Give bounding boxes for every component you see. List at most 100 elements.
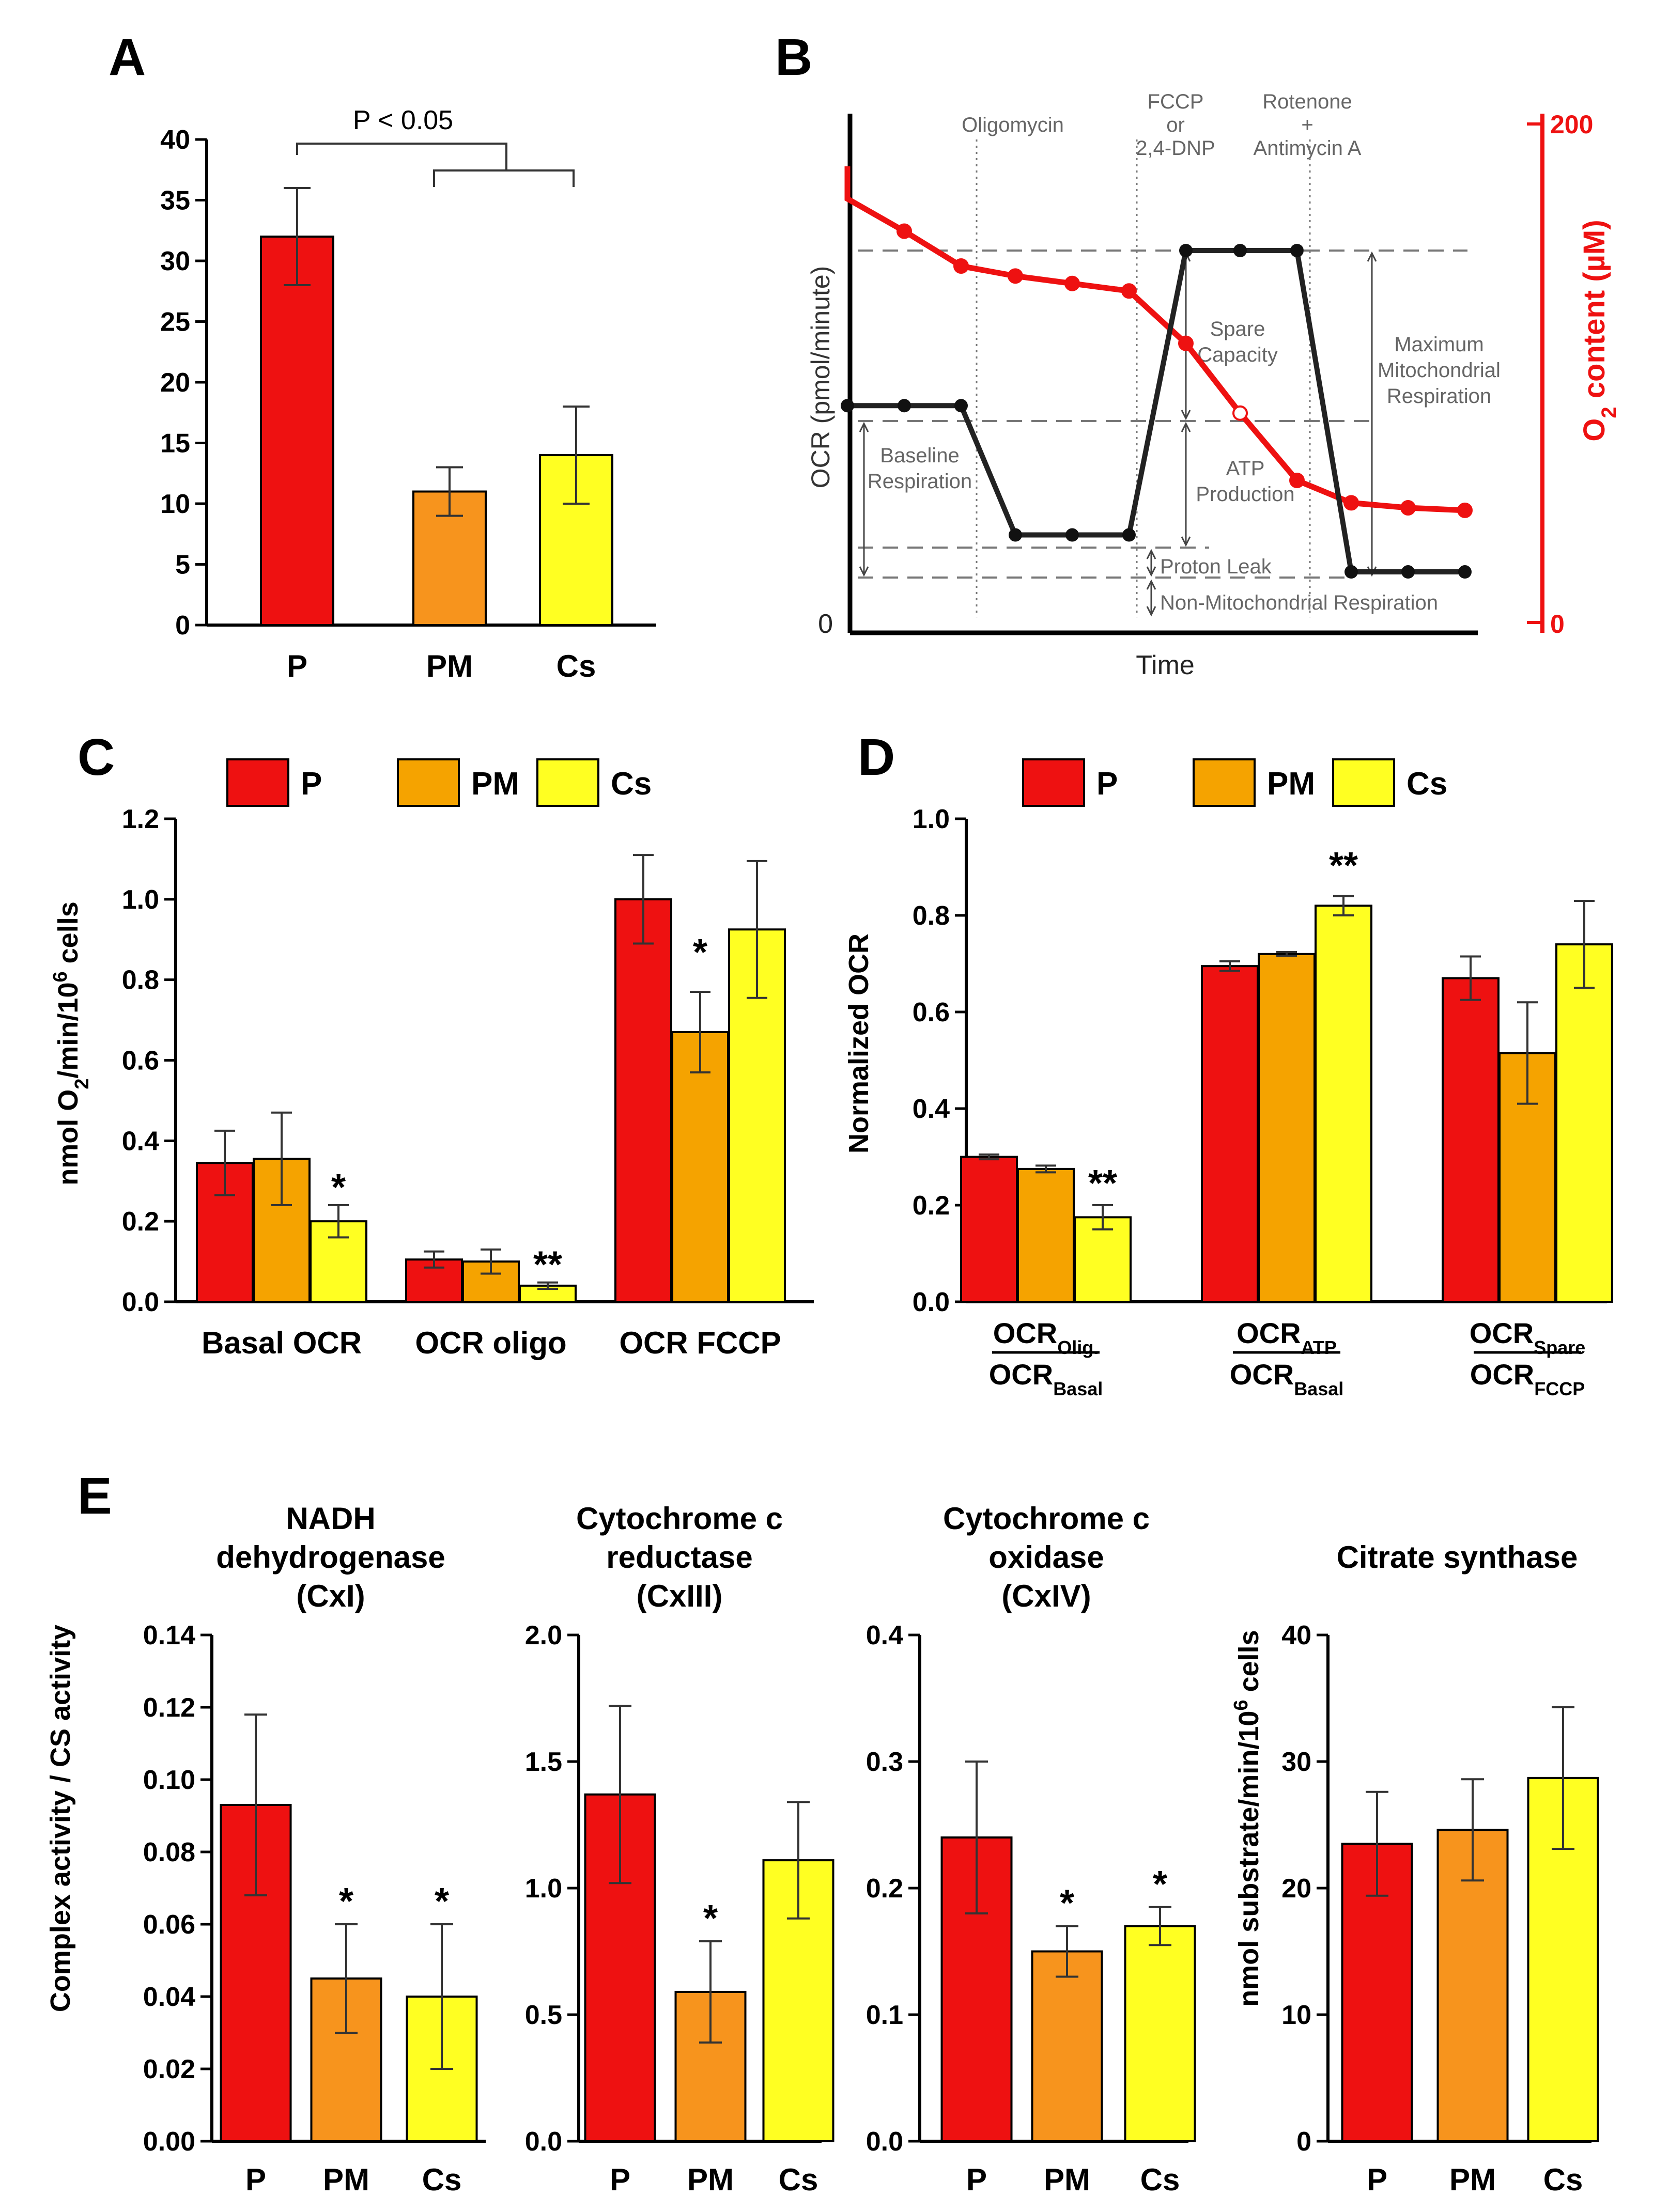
e3-title-1: Cytochrome c <box>943 1501 1150 1536</box>
c-legend-label-pm: PM <box>471 766 519 802</box>
injection-label-oligomycin: Oligomycin <box>962 114 1064 136</box>
c-ytick-label-6: 1.2 <box>122 804 159 834</box>
a-bar-p <box>260 236 334 626</box>
region-baseline-1: Baseline <box>880 444 959 467</box>
a-ytick-label-4: 20 <box>160 368 190 398</box>
e2-category-label-1: PM <box>687 2162 734 2197</box>
d-ytick-label-4: 0.8 <box>913 901 950 931</box>
region-spare-2: Capacity <box>1197 344 1278 366</box>
b-ocr-point-5 <box>1122 528 1136 542</box>
region-max-2: Mitochondrial <box>1378 359 1501 382</box>
region-atp-2: Production <box>1196 483 1294 506</box>
b-arrow-leak-head-bottom <box>1146 566 1156 577</box>
a-bracket-outer <box>296 143 507 155</box>
svg-text:OCRBasal: OCRBasal <box>989 1358 1103 1399</box>
ylabel-c-part-5: cells <box>53 901 84 971</box>
e4-ytick-label-4: 40 <box>1281 1621 1311 1650</box>
injection-label-rotenone-1: Rotenone <box>1262 90 1352 113</box>
b-arrow-atp-head-top <box>1181 422 1191 432</box>
d-cat-label-1: OCROlig. OCRBasal <box>989 1317 1103 1399</box>
svg-text:OCRATP: OCRATP <box>1237 1317 1337 1358</box>
a-ytick-label-1: 5 <box>175 550 190 580</box>
e4-title: Citrate synthase <box>1337 1540 1578 1575</box>
a-ytick-label-5: 25 <box>160 307 190 337</box>
e1-significance-1: * <box>339 1881 353 1922</box>
d-ytick-label-1: 0.2 <box>913 1191 950 1221</box>
a-ytick-label-3: 15 <box>160 429 190 459</box>
d-legend-label-pm: PM <box>1267 766 1315 802</box>
d-cat-label-2: OCRATP OCRBasal <box>1230 1317 1344 1399</box>
svg-text:OCROlig.: OCROlig. <box>993 1317 1099 1358</box>
c-category-label-2: OCR FCCP <box>619 1326 781 1360</box>
e1-ytick-label-7: 0.14 <box>143 1621 195 1650</box>
c-significance-2: * <box>693 932 707 973</box>
b-o2-point-3 <box>1008 268 1023 284</box>
e3-category-label-1: PM <box>1044 2162 1090 2197</box>
c-bar-p-2 <box>614 898 672 1303</box>
e2-title-2: reductase <box>606 1540 752 1575</box>
c-ytick-label-5: 1.0 <box>122 885 159 915</box>
b-arrow-max-head-top <box>1367 251 1377 262</box>
e4-category-label-1: PM <box>1449 2162 1496 2197</box>
e1-ytick-label-4: 0.08 <box>143 1837 195 1867</box>
e2-significance-1: * <box>703 1898 718 1939</box>
y-axis-label-e4: nmol substrate/min/106 cells <box>1230 1630 1264 2006</box>
x-axis-label-b: Time <box>1136 650 1195 680</box>
region-spare-1: Spare <box>1210 318 1265 340</box>
a-ytick-label-8: 40 <box>160 125 190 155</box>
e1-category-label-0: P <box>245 2162 266 2197</box>
svg-text:OCRBasal: OCRBasal <box>1230 1358 1344 1399</box>
panel-b-text: Oligomycin FCCP or 2,4-DNP Rotenone + An… <box>806 90 1620 680</box>
ylabel-c-part-3: /min/10 <box>53 983 84 1079</box>
b-ocr-point-10 <box>1401 565 1415 579</box>
b-ocr-line <box>847 248 1465 575</box>
e1-ytick-label-1: 0.02 <box>143 2054 195 2084</box>
b-ocr-point-3 <box>1009 528 1022 542</box>
e2-ytick-label-1: 0.5 <box>525 2000 562 2030</box>
e1-ytick-label-2: 0.04 <box>143 1982 195 2012</box>
d-significance-1: ** <box>1329 845 1358 886</box>
b-arrow-baseline-head-bottom <box>859 566 869 577</box>
e3-ytick-label-1: 0.1 <box>866 2000 903 2030</box>
e1-ytick-label-0: 0.00 <box>143 2127 195 2157</box>
b-arrow-nonmito-head-top <box>1146 579 1156 590</box>
e4-ytick-label-2: 20 <box>1281 1874 1311 1904</box>
c-bar-pm-2 <box>671 1031 729 1303</box>
b-arrow-nonmito-head-bottom <box>1146 606 1156 617</box>
b-arrow-spare-head-bottom <box>1181 410 1191 420</box>
b-arrow-atp-head-bottom <box>1181 536 1191 547</box>
y2-tick-200: 200 <box>1550 110 1593 139</box>
a-ytick-label-6: 30 <box>160 246 190 276</box>
b-o2-point-10 <box>1400 500 1416 516</box>
panel-label-b: B <box>775 28 812 86</box>
c-significance-1: ** <box>533 1244 562 1286</box>
e2-ytick-label-2: 1.0 <box>525 1874 562 1904</box>
y-axis-label-c: nmol O2/min/106 cells <box>50 901 93 1185</box>
ylabel-c-part-4: 6 <box>50 971 71 982</box>
b-ocr-point-9 <box>1345 565 1358 579</box>
region-max-1: Maximum <box>1394 333 1483 356</box>
b-arrow-baseline-head-top <box>859 422 869 432</box>
e1-ytick-label-3: 0.06 <box>143 1910 195 1940</box>
d-bar-cs-1 <box>1315 905 1372 1303</box>
b-arrow-leak-head-top <box>1146 549 1156 559</box>
e2-title-3: (CxIII) <box>637 1579 723 1613</box>
b-ocr-point-2 <box>954 399 968 413</box>
e4-category-label-0: P <box>1367 2162 1387 2197</box>
d-cat-label-3: OCRSpare OCRFCCP <box>1470 1317 1586 1399</box>
a-ytick-label-7: 35 <box>160 186 190 216</box>
a-category-label-2: Cs <box>557 649 596 683</box>
panel-label-c: C <box>78 728 115 786</box>
d-legend-label-cs: Cs <box>1407 766 1447 802</box>
b-o2-point-11 <box>1457 502 1473 518</box>
e1-significance-2: * <box>435 1881 449 1922</box>
panel-label-d: D <box>858 728 895 786</box>
d-legend-swatch-p <box>1022 758 1085 807</box>
y2-axis-label-b: O2 content (µM) <box>1578 220 1620 441</box>
c-ytick-label-3: 0.6 <box>122 1046 159 1076</box>
injection-label-fccp-3: 2,4-DNP <box>1136 137 1215 160</box>
e3-title-2: oxidase <box>988 1540 1104 1575</box>
e3-ytick-label-0: 0.0 <box>866 2127 903 2157</box>
e3-category-label-0: P <box>966 2162 987 2197</box>
